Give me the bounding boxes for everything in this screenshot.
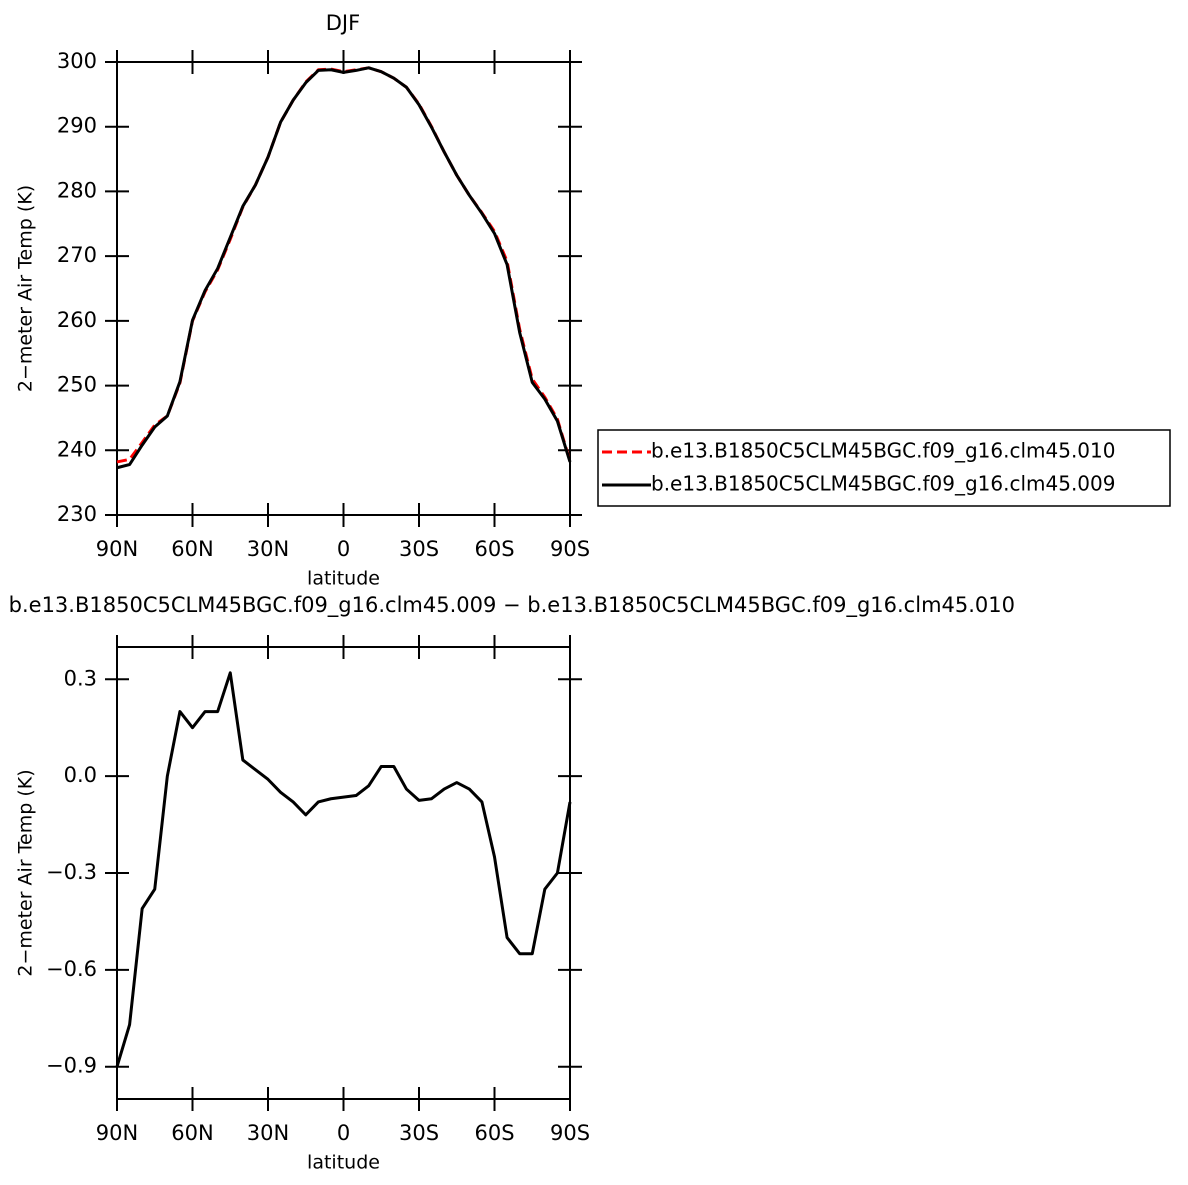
legend-label: b.e13.B1850C5CLM45BGC.f09_g16.clm45.009: [651, 472, 1115, 496]
y-tick-label: 300: [57, 49, 97, 73]
x-axis-label: latitude: [307, 1152, 380, 1174]
x-tick-label: 30N: [247, 1121, 289, 1145]
y-tick-label: 270: [57, 243, 97, 267]
x-axis-label: latitude: [307, 568, 380, 590]
x-tick-label: 30N: [247, 537, 289, 561]
legend-label: b.e13.B1850C5CLM45BGC.f09_g16.clm45.010: [651, 439, 1115, 463]
y-tick-label: −0.3: [46, 860, 97, 884]
chart-title: b.e13.B1850C5CLM45BGC.f09_g16.clm45.009 …: [9, 593, 1015, 618]
x-tick-label: 60N: [171, 1121, 213, 1145]
y-tick-label: 250: [57, 373, 97, 397]
y-tick-label: −0.6: [46, 957, 97, 981]
x-tick-label: 90N: [96, 1121, 138, 1145]
x-tick-label: 30S: [399, 1121, 439, 1145]
x-tick-label: 90S: [550, 1121, 590, 1145]
y-tick-label: 0.0: [64, 763, 97, 787]
data-line: [116, 66, 572, 464]
y-tick-label: 0.3: [64, 666, 97, 690]
x-tick-label: 0: [337, 1121, 350, 1145]
data-line: [116, 66, 572, 470]
x-tick-label: 60N: [171, 537, 213, 561]
chart-title: DJF: [326, 11, 360, 35]
data-line: [115, 671, 572, 1068]
plot-frame: [116, 61, 571, 516]
x-tick-label: 90S: [550, 537, 590, 561]
y-axis-label: 2−meter Air Temp (K): [15, 185, 37, 392]
y-tick-label: 280: [57, 178, 97, 202]
legend-box: [597, 429, 1171, 507]
y-tick-label: −0.9: [46, 1054, 97, 1078]
x-tick-label: 60S: [474, 1121, 514, 1145]
x-tick-label: 90N: [96, 537, 138, 561]
y-tick-label: 260: [57, 308, 97, 332]
y-axis-label: 2−meter Air Temp (K): [15, 769, 37, 976]
y-tick-label: 230: [57, 502, 97, 526]
y-tick-label: 240: [57, 437, 97, 461]
plot-frame: [116, 646, 571, 1100]
x-tick-label: 0: [337, 537, 350, 561]
x-tick-label: 30S: [399, 537, 439, 561]
x-tick-label: 60S: [474, 537, 514, 561]
y-tick-label: 290: [57, 114, 97, 138]
